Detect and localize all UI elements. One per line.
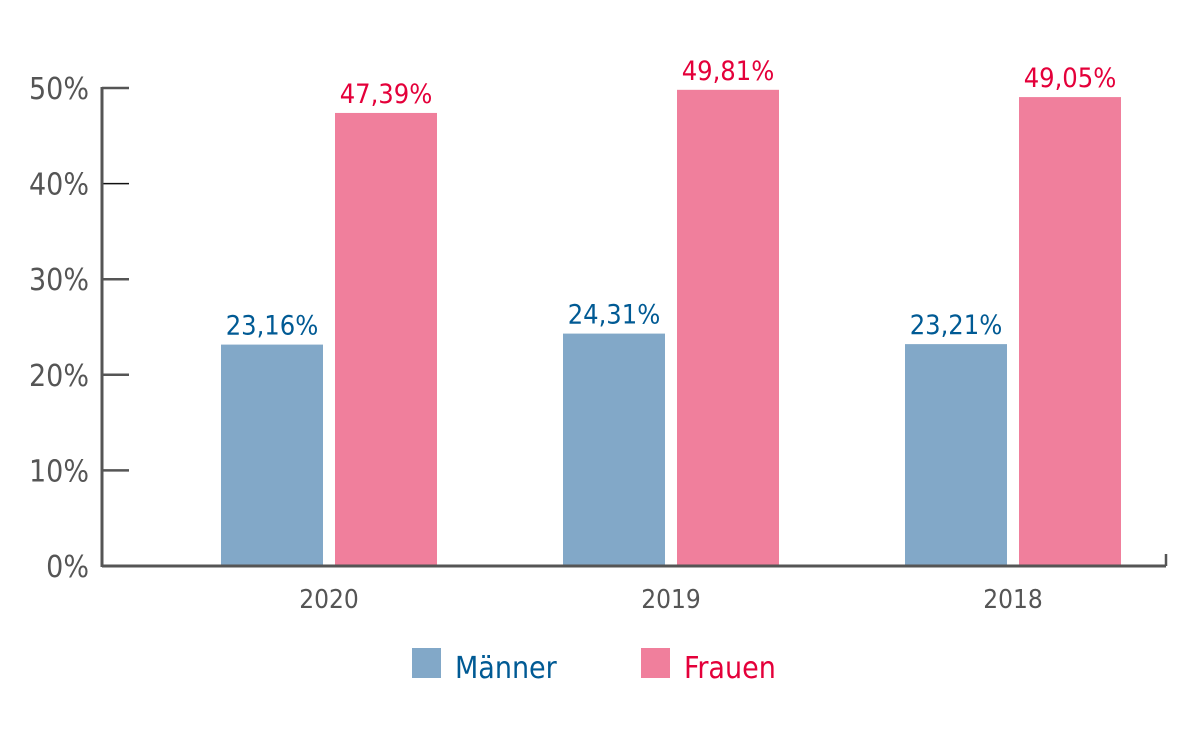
data-label: 49,05% (1024, 63, 1117, 94)
y-tick-label: 30% (29, 263, 89, 298)
bar-frauen-2019 (677, 89, 779, 565)
x-tick-label: 2018 (983, 585, 1043, 615)
x-tick-label: 2020 (299, 585, 359, 615)
bar-männer-2019 (563, 333, 665, 565)
legend-label: Frauen (684, 651, 776, 686)
data-label: 47,39% (340, 79, 433, 110)
bar-frauen-2020 (335, 112, 437, 565)
y-tick-label: 20% (29, 359, 89, 394)
data-label: 23,16% (226, 311, 319, 342)
y-tick-label: 0% (46, 550, 89, 585)
bar-frauen-2018 (1019, 97, 1121, 565)
data-label: 24,31% (568, 300, 661, 331)
x-tick-label: 2019 (641, 585, 701, 615)
y-tick-label: 50% (29, 72, 89, 107)
legend-swatch (412, 648, 441, 678)
bar-männer-2018 (905, 344, 1007, 565)
bar-männer-2020 (221, 344, 323, 565)
legend-label: Männer (455, 651, 558, 686)
data-label: 49,81% (682, 56, 775, 87)
y-tick-label: 10% (29, 454, 89, 489)
legend-swatch (641, 648, 670, 678)
y-tick-label: 40% (29, 168, 89, 203)
data-label: 23,21% (910, 310, 1003, 341)
